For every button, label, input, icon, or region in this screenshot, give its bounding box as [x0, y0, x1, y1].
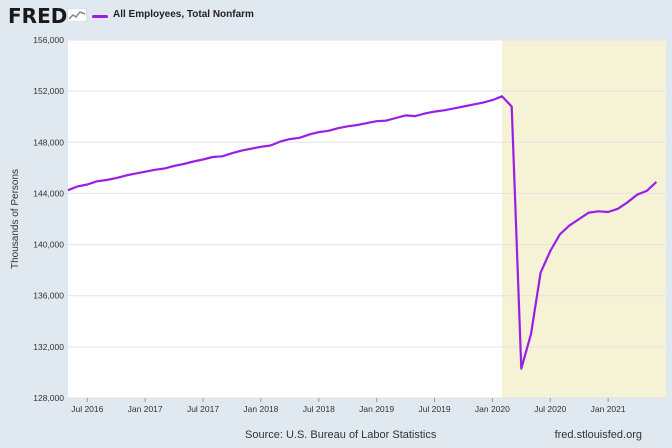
data-point[interactable]	[566, 221, 574, 229]
source-url[interactable]: fred.stlouisfed.org	[554, 429, 642, 441]
data-point[interactable]	[604, 208, 612, 216]
data-point[interactable]	[479, 99, 487, 107]
y-axis-label: Thousands of Persons	[10, 169, 21, 269]
data-point[interactable]	[614, 205, 622, 213]
data-point[interactable]	[276, 138, 284, 146]
x-tick-label: Jan 2017	[128, 404, 163, 414]
data-point[interactable]	[527, 330, 535, 338]
legend-series-line	[92, 15, 108, 18]
data-point[interactable]	[459, 102, 467, 110]
x-tick-label: Jan 2019	[359, 404, 394, 414]
data-point[interactable]	[402, 111, 410, 119]
y-tick-label: 152,000	[33, 86, 64, 96]
y-tick-label: 144,000	[33, 188, 64, 198]
x-tick-label: Jul 2019	[418, 404, 450, 414]
data-point[interactable]	[440, 106, 448, 114]
data-point[interactable]	[469, 101, 477, 109]
data-point[interactable]	[151, 166, 159, 174]
series-line	[67, 95, 658, 370]
data-point[interactable]	[170, 162, 178, 170]
data-point[interactable]	[382, 117, 390, 125]
data-point[interactable]	[556, 230, 564, 238]
x-tick-label: Jul 2016	[71, 404, 103, 414]
data-point[interactable]	[546, 247, 554, 255]
data-point[interactable]	[633, 191, 641, 199]
data-point[interactable]	[488, 96, 496, 104]
data-point[interactable]	[363, 119, 371, 127]
y-tick-label: 140,000	[33, 240, 64, 250]
data-point[interactable]	[112, 174, 120, 182]
x-axis-ticks: Jul 2016 Jan 2017 Jul 2017 Jan 2018 Jul 2018…	[71, 398, 626, 414]
data-point[interactable]	[411, 112, 419, 120]
fred-logo[interactable]: FRED	[8, 4, 68, 28]
data-point[interactable]	[373, 117, 381, 125]
y-tick-label: 156,000	[33, 35, 64, 45]
chart-header: FRED All Employees, Total Nonfarm	[0, 0, 672, 34]
data-point[interactable]	[247, 145, 255, 153]
x-tick-label: Jul 2020	[534, 404, 566, 414]
data-point[interactable]	[623, 198, 631, 206]
data-point[interactable]	[421, 110, 429, 118]
data-point[interactable]	[643, 187, 651, 195]
data-point[interactable]	[392, 114, 400, 122]
x-tick-label: Jan 2018	[243, 404, 278, 414]
data-point[interactable]	[286, 135, 294, 143]
data-point[interactable]	[64, 186, 72, 194]
data-point[interactable]	[83, 180, 91, 188]
data-point[interactable]	[537, 269, 545, 277]
data-point[interactable]	[141, 168, 149, 176]
data-point[interactable]	[218, 152, 226, 160]
data-point[interactable]	[257, 143, 265, 151]
data-point[interactable]	[517, 365, 525, 373]
data-point[interactable]	[324, 127, 332, 135]
data-point[interactable]	[431, 108, 439, 116]
data-point[interactable]	[267, 141, 275, 149]
data-point[interactable]	[160, 164, 168, 172]
x-tick-label: Jul 2018	[303, 404, 335, 414]
data-point[interactable]	[74, 182, 82, 190]
x-tick-label: Jul 2017	[187, 404, 219, 414]
data-point[interactable]	[122, 172, 130, 180]
data-point[interactable]	[209, 153, 217, 161]
x-tick-label: Jan 2020	[475, 404, 510, 414]
recession-shading	[502, 40, 666, 398]
legend-label: All Employees, Total Nonfarm	[113, 9, 254, 20]
data-point[interactable]	[334, 124, 342, 132]
data-point[interactable]	[228, 149, 236, 157]
data-point[interactable]	[652, 178, 660, 186]
data-point[interactable]	[295, 134, 303, 142]
data-point[interactable]	[450, 104, 458, 112]
grid-lines	[68, 39, 666, 399]
y-tick-label: 132,000	[33, 342, 64, 352]
x-tick-label: Jan 2021	[591, 404, 626, 414]
y-tick-label: 136,000	[33, 291, 64, 301]
data-point[interactable]	[93, 177, 101, 185]
y-axis-ticks: 128,000 132,000 136,000 140,000 144,000 148,0…	[33, 35, 64, 403]
data-point[interactable]	[180, 160, 188, 168]
data-point[interactable]	[238, 147, 246, 155]
data-point[interactable]	[585, 209, 593, 217]
y-tick-label: 148,000	[33, 137, 64, 147]
data-point[interactable]	[132, 170, 140, 178]
data-point[interactable]	[305, 131, 313, 139]
data-point[interactable]	[199, 156, 207, 164]
data-point[interactable]	[498, 92, 506, 100]
data-point[interactable]	[508, 102, 516, 110]
data-point[interactable]	[344, 122, 352, 130]
source-text: Source: U.S. Bureau of Labor Statistics	[245, 429, 437, 441]
data-point[interactable]	[575, 215, 583, 223]
data-point[interactable]	[594, 207, 602, 215]
data-point[interactable]	[103, 176, 111, 184]
data-point[interactable]	[189, 157, 197, 165]
data-point[interactable]	[353, 121, 361, 129]
fred-graph-icon	[67, 8, 87, 22]
y-tick-label: 128,000	[33, 393, 64, 403]
data-point[interactable]	[315, 128, 323, 136]
